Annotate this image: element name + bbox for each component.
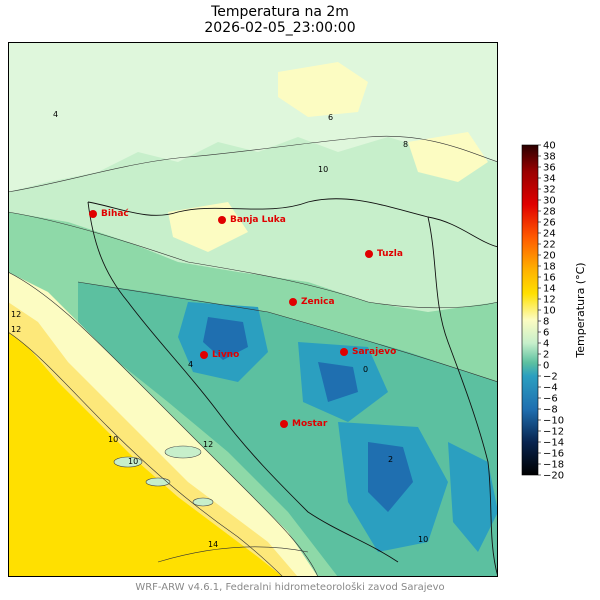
city-label: Sarajevo [352, 347, 396, 357]
colorbar-tick-label: 0 [543, 361, 549, 372]
contour-label: 4 [53, 110, 58, 119]
city-label: Banja Luka [230, 215, 286, 225]
city-tuzla: Tuzla [365, 249, 403, 259]
contour-label: 4 [188, 360, 193, 369]
contour-label: 10 [318, 165, 328, 174]
city-bihac: Bihać [89, 208, 129, 219]
city-marker [365, 250, 373, 258]
island [164, 445, 202, 459]
contour-label: 0 [363, 365, 368, 374]
colorbar-tick-label: 12 [543, 295, 556, 306]
contour-label: 6 [328, 113, 333, 122]
contour-label-group: 6 8 10 4 4 12 12 10 12 10 14 10 0 2 [11, 110, 428, 549]
temp-field-8-10 [8, 42, 498, 192]
contour-label: 10 [418, 535, 428, 544]
temp-core-neg2-0 [368, 442, 413, 512]
temp-patch-10-12 [408, 132, 488, 182]
colorbar-tick-label: −12 [543, 427, 564, 438]
colorbar-tick-label: 26 [543, 218, 556, 229]
colorbar-tick-label: −6 [543, 394, 558, 405]
island [192, 497, 214, 507]
city-group: Bihać Banja Luka Tuzla Zenica Livno Sara… [89, 208, 403, 429]
colorbar-tick-label: −2 [543, 372, 558, 383]
city-label: Zenica [301, 297, 335, 307]
map-subtitle: 2026-02-05_23:00:00 [204, 20, 356, 36]
colorbar-tick-label: −14 [543, 438, 564, 449]
colorbar-tick-label: −4 [543, 383, 558, 394]
city-banja-luka: Banja Luka [218, 215, 286, 225]
city-label: Livno [212, 350, 239, 360]
temp-patch-10-12 [168, 202, 248, 252]
colorbar-tick-label: 14 [543, 284, 556, 295]
contour-label: 10 [108, 435, 118, 444]
colorbar: 4038363432302826242220181614121086420−2−… [521, 141, 587, 481]
contour-label: 12 [11, 310, 21, 319]
colorbar-tick-label: 16 [543, 273, 556, 284]
colorbar-tick-label: 38 [543, 152, 556, 163]
city-marker [289, 298, 297, 306]
colorbar-tick-label: 30 [543, 196, 556, 207]
island [145, 477, 171, 487]
contour-label: 8 [403, 140, 408, 149]
footer-credit: WRF-ARW v4.6.1, Federalni hidrometeorolo… [135, 582, 445, 593]
temp-core-0-2 [448, 442, 498, 552]
temp-core-neg2-0 [318, 362, 358, 402]
colorbar-tick-label: 32 [543, 185, 556, 196]
colorbar-tick-label: 28 [543, 207, 556, 218]
map-frame [8, 42, 498, 577]
colorbar-tick-label: −16 [543, 449, 564, 460]
city-sarajevo: Sarajevo [340, 347, 396, 357]
city-marker [89, 210, 97, 218]
city-marker [218, 216, 226, 224]
contour-lines [8, 135, 498, 577]
city-marker [280, 420, 288, 428]
contour-label: 2 [388, 455, 393, 464]
colorbar-tick-label: 40 [543, 141, 556, 152]
colorbar-tick-label: −10 [543, 416, 564, 427]
colorbar-tick-label: −8 [543, 405, 558, 416]
colorbar-tick-label: 24 [543, 229, 556, 240]
colorbar-tick-label: 8 [543, 317, 549, 328]
city-label: Mostar [292, 419, 328, 429]
contour-label: 14 [208, 540, 218, 549]
contour-label: 10 [128, 457, 138, 466]
city-label: Bihać [101, 208, 129, 219]
temperature-map: 6 8 10 4 4 12 12 10 12 10 14 10 0 2 Biha… [8, 42, 498, 577]
colorbar-tick-label: 18 [543, 262, 556, 273]
city-mostar: Mostar [280, 419, 328, 429]
temp-core-neg2-0 [203, 317, 248, 360]
colorbar-tick-label: 6 [543, 328, 549, 339]
city-marker [200, 351, 208, 359]
colorbar-tick-label: 20 [543, 251, 556, 262]
colorbar-tick-label: −20 [543, 471, 564, 481]
contour-label: 12 [11, 325, 21, 334]
temp-sea-14-16 [8, 332, 283, 577]
colorbar-tick-label: 10 [543, 306, 556, 317]
colorbar-tick-label: 4 [543, 339, 549, 350]
colorbar-tick-label: 36 [543, 163, 556, 174]
colorbar-tick-label: 34 [543, 174, 556, 185]
colorbar-ticks: 4038363432302826242220181614121086420−2−… [538, 141, 564, 481]
island [113, 456, 143, 468]
borders [87, 198, 498, 577]
city-livno: Livno [200, 350, 239, 360]
city-zenica: Zenica [289, 297, 335, 307]
temp-patch-10-12 [278, 62, 368, 117]
colorbar-tick-label: 2 [543, 350, 549, 361]
colorbar-label: Temperatura (°C) [574, 262, 587, 358]
city-label: Tuzla [377, 249, 403, 259]
colorbar-tick-label: −18 [543, 460, 564, 471]
contour-label: 12 [203, 440, 213, 449]
colorbar-ramp [521, 144, 539, 476]
map-title: Temperatura na 2m [211, 4, 349, 20]
city-marker [340, 348, 348, 356]
colorbar-tick-label: 22 [543, 240, 556, 251]
